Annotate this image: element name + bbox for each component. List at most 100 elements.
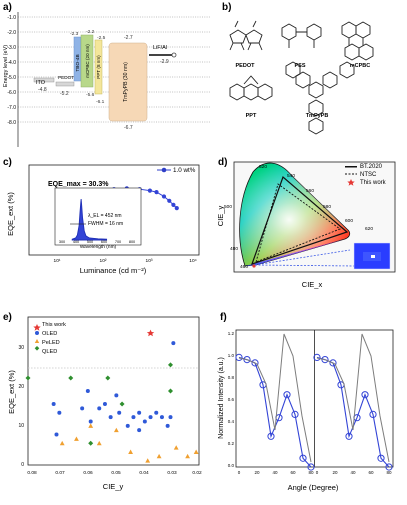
tmpypb-structure (285, 61, 355, 135)
panel-c-inset-xtick-5: 700 (115, 240, 121, 244)
panel-c-main-point (154, 189, 159, 195)
panel-f-xtick-right-5: 80 (386, 470, 392, 475)
panel-f-gray-left (238, 333, 312, 463)
panel-e-data-point (154, 410, 159, 415)
panel-e-data-point (119, 401, 125, 407)
cie-wavelength-540: 540 (287, 173, 295, 179)
panel-e-data-point (97, 406, 102, 411)
cie-wavelength-460: 460 (240, 264, 248, 270)
panel-e-data-point (171, 341, 176, 346)
cie-wavelength-500: 500 (224, 204, 232, 210)
panel-f-series-line (238, 356, 312, 468)
panel-f-series-point (251, 359, 259, 367)
panel-e-xtick-3: 0.06 (83, 470, 93, 476)
panel-e-data-point (25, 375, 31, 381)
panel-e-xtick-5: 0.04 (139, 470, 149, 476)
cie-blue-guide-2 (254, 264, 356, 267)
panel-c-main-point (171, 202, 176, 207)
panel-f-xtick-right-4: 60 (368, 470, 374, 475)
ntsc-triangle (255, 183, 341, 263)
panel-e-scatter-points (25, 329, 199, 463)
panel-c-y-axis-label: EQE_ext (%) (6, 192, 15, 236)
panel-e-data-point (168, 362, 173, 368)
panel-c-inset-xtick-6: 800 (129, 240, 135, 244)
panel-e-y-axis-label: EQE_ext (%) (7, 370, 16, 414)
panel-f-series-point (369, 410, 377, 418)
tbo4b-label: TBO-4B (75, 54, 81, 71)
panel-e-ytick-4: 30 (18, 345, 24, 351)
panel-e-data-point (117, 410, 122, 415)
panel-f-series-point (313, 353, 321, 361)
panel-e-data-point (145, 458, 151, 463)
panel-e-xtick-7: 0.02 (192, 470, 202, 476)
panel-c-main-point (147, 188, 153, 193)
panel-e-data-point (137, 410, 142, 415)
panel-e-data-point (54, 432, 59, 437)
panel-e-plot-frame (27, 316, 200, 466)
mcpbc-layer (80, 34, 94, 88)
tmpypb-molecule-label: TmPyPB (306, 113, 329, 119)
panel-f-series-point (377, 454, 385, 462)
panel-f-ytick-2: 0.2 (228, 441, 235, 446)
panel-d-x-axis-label: CIE_x (302, 280, 323, 289)
panel-a-ytick-2: -2.0 (7, 30, 16, 36)
panel-f-y-axis-label: Normalized Intensity (a.u.) (218, 357, 225, 439)
cie-wavelength-620: 620 (365, 226, 373, 232)
tmpypb-top-value: -2.7 (124, 35, 133, 41)
panel-f-series-line (316, 356, 390, 468)
panel-a-y-axis-label: Energy level (eV) (3, 45, 9, 87)
panel-f-angle-lines (235, 333, 393, 471)
panel-f-series-point (361, 391, 369, 399)
lifal-top-value: -2.9 (160, 59, 169, 65)
panel-a-ytick-3: -3.0 (7, 45, 16, 51)
panel-e-data-point (88, 419, 93, 424)
mcpbc-structure (341, 21, 374, 61)
panel-e-xtick-4: 0.05 (111, 470, 121, 476)
panel-c-xtick-1: 10¹ (54, 258, 61, 264)
pedot-pss-bottom-value: -5.2 (60, 91, 69, 97)
panel-f-xtick-left-3: 40 (272, 470, 278, 475)
ppt-top-value: -2.5 (97, 35, 106, 41)
lifal-label: LiF/Al (153, 45, 167, 51)
panel-c-legend-marker (161, 167, 167, 173)
panel-c-xtick-2: 10² (100, 258, 107, 264)
panel-e-legend-peled (34, 339, 40, 343)
panel-e-data-point (108, 415, 113, 420)
pedot-label: PEDOT (236, 63, 256, 69)
panel-c-xtick-4: 10⁴ (189, 258, 196, 264)
panel-c-letter: c) (3, 157, 12, 168)
panel-c-main-point (161, 194, 167, 199)
panel-e-data-point (80, 406, 85, 411)
panel-c-main-point (174, 206, 179, 211)
panel-e-legend-qled (34, 346, 40, 351)
ppt-molecule-label: PPT (246, 113, 257, 119)
panel-e-data-point (113, 427, 119, 433)
bt2020-legend-line (345, 166, 357, 168)
cie-wavelength-480: 480 (230, 246, 238, 252)
pedot-pss-label: PEDOT:PSS (58, 75, 84, 80)
panel-c-legend-label: 1.0 wt% (173, 167, 196, 174)
panel-e-legend-oled (35, 331, 39, 335)
panel-e-data-point (125, 423, 130, 428)
panel-e-data-point (74, 436, 79, 441)
panel-e-legend-star (33, 324, 41, 331)
panel-e-ytick-1: 0 (21, 462, 24, 468)
panel-e: e) EQE_ext (%) CIE_y 0 10 20 30 0.08 0.0… (3, 312, 202, 491)
panel-d-y-axis-label: CIE_y (216, 206, 225, 227)
panel-f-series-point (283, 391, 291, 399)
panel-b: b) PEDOT PSS mCPBC (222, 2, 374, 135)
panel-e-data-point (193, 449, 199, 454)
panel-f-series-point (329, 359, 337, 367)
panel-c-inset-spectrum (71, 199, 108, 241)
panel-f-series-point (291, 410, 299, 418)
cie-wavelength-560: 560 (306, 188, 314, 194)
panel-f-ytick-3: 0.4 (228, 419, 235, 424)
panel-c-inset-xtick-3: 500 (87, 240, 93, 244)
pss-structure (281, 23, 322, 48)
panel-a-y-ticks: -1.0 -2.0 -3.0 -4.0 -5.0 -6.0 -7.0 -8.0 (7, 15, 210, 126)
lifal-end-marker (171, 52, 177, 58)
panel-e-x-axis-label: CIE_y (103, 482, 124, 491)
panel-f-series-point (267, 432, 275, 440)
panel-f-xtick-left-2: 20 (254, 470, 260, 475)
